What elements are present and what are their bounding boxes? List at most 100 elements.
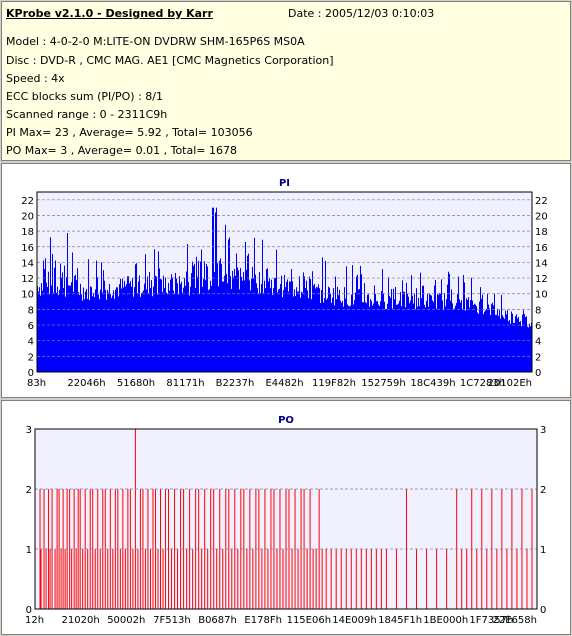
app-title: KProbe v2.1.0 - Designed by Karr — [6, 7, 213, 20]
pi-bar — [359, 288, 360, 372]
pi-bar — [341, 302, 342, 372]
model-line: Model : 4-0-2-0 M:LITE-ON DVDRW SHM-165P… — [6, 35, 305, 48]
pi-bar — [380, 301, 381, 372]
y-tick-label-right: 14 — [535, 258, 548, 269]
pi-bar — [346, 266, 347, 372]
pi-bar — [131, 286, 132, 372]
pi-bar — [195, 287, 196, 372]
pi-bar — [161, 279, 162, 372]
pi-bar — [279, 288, 280, 372]
pi-bar — [325, 260, 326, 372]
pi-bar — [513, 322, 514, 372]
pi-bar — [460, 302, 461, 372]
pi-bar — [280, 284, 281, 372]
x-tick-label: 18C439h — [410, 378, 455, 389]
pi-bar — [491, 304, 492, 372]
pi-bar — [329, 287, 330, 372]
pi-bar — [236, 253, 237, 372]
pi-bar — [58, 295, 59, 372]
pi-bar — [409, 303, 410, 372]
pi-bar — [368, 294, 369, 372]
y-tick-label-left: 6 — [28, 321, 34, 332]
pi-bar — [277, 292, 278, 372]
pi-bar — [82, 300, 83, 372]
pi-bar — [377, 301, 378, 372]
pi-bar — [299, 276, 300, 372]
pi-bar — [48, 271, 49, 372]
pi-bar — [322, 257, 323, 372]
pi-bar — [96, 260, 97, 372]
pi-bar — [480, 287, 481, 372]
pi-bar — [529, 323, 530, 372]
x-tick-label: 20102Eh — [488, 378, 532, 389]
pi-bar — [311, 299, 312, 372]
pi-bar — [67, 233, 68, 372]
pi-bar — [514, 322, 515, 372]
y-tick-label-left: 2 — [26, 485, 32, 496]
pi-bar — [331, 302, 332, 372]
pi-bar — [373, 303, 374, 372]
pi-bar — [152, 296, 153, 372]
pi-bar — [242, 280, 243, 372]
pi-bar — [103, 270, 104, 372]
pi-bar — [256, 283, 257, 372]
pi-bar — [171, 274, 172, 372]
pi-bar — [426, 300, 427, 372]
pi-bar — [186, 271, 187, 372]
pi-bar — [220, 258, 221, 372]
pi-bar — [59, 289, 60, 372]
pi-bar — [189, 295, 190, 372]
pi-bar — [289, 281, 290, 372]
pi-bar — [437, 294, 438, 372]
pi-bar — [530, 326, 531, 372]
pi-bar — [183, 287, 184, 372]
pi-bar — [475, 304, 476, 372]
y-tick-label-right: 8 — [535, 305, 541, 316]
pi-bar — [471, 277, 472, 372]
pi-bar — [231, 289, 232, 372]
pi-bar — [111, 297, 112, 372]
pi-bar — [436, 308, 437, 372]
pi-bar — [420, 272, 421, 372]
pi-bar — [90, 286, 91, 372]
pi-bar — [353, 304, 354, 372]
pi-bar — [92, 296, 93, 372]
pi-bar — [191, 273, 192, 372]
disc-line: Disc : DVD-R , CMC MAG. AE1 [CMC Magneti… — [6, 54, 334, 67]
x-tick-label: 119F82h — [312, 378, 356, 389]
pi-bar — [343, 306, 344, 372]
pi-bar — [312, 271, 313, 372]
pi-bar — [272, 294, 273, 372]
pi-bar — [454, 308, 455, 372]
pi-bar — [483, 314, 484, 372]
pi-bar — [154, 249, 155, 372]
pi-bar — [506, 314, 507, 372]
pi-bar — [244, 280, 245, 372]
pi-bar — [89, 300, 90, 372]
y-tick-label-left: 20 — [21, 211, 34, 222]
pi-bar — [528, 327, 529, 372]
pi-bar — [196, 256, 197, 372]
pi-bar — [369, 306, 370, 372]
pi-bar — [477, 312, 478, 372]
pi-bar — [468, 297, 469, 372]
pi-bar — [516, 314, 517, 372]
pi-bar — [527, 326, 528, 372]
pi-bar — [461, 300, 462, 372]
pi-bar — [123, 287, 124, 372]
pi-bar — [371, 300, 372, 372]
pi-bar — [413, 303, 414, 372]
pi-bar — [486, 309, 487, 372]
pi-chart-panel: PI 0 0 2 2 4 4 6 6 8 8 10 10 12 12 14 14 16 16 18 18 20 20 22 22… — [1, 163, 571, 398]
pi-bar — [476, 306, 477, 372]
pi-bar — [345, 298, 346, 372]
pi-bar — [370, 299, 371, 372]
pi-bar — [384, 301, 385, 372]
po-chart: PO 0 0 1 1 2 2 3 3 12h 21020h 50002h 7F513h B0687h E17… — [25, 415, 546, 626]
pi-bar — [397, 304, 398, 372]
pi-bar — [106, 299, 107, 372]
pi-bar — [442, 300, 443, 372]
x-tick-label: 51680h — [117, 378, 155, 389]
pi-bar — [222, 281, 223, 372]
y-tick-label-left: 18 — [21, 227, 34, 238]
